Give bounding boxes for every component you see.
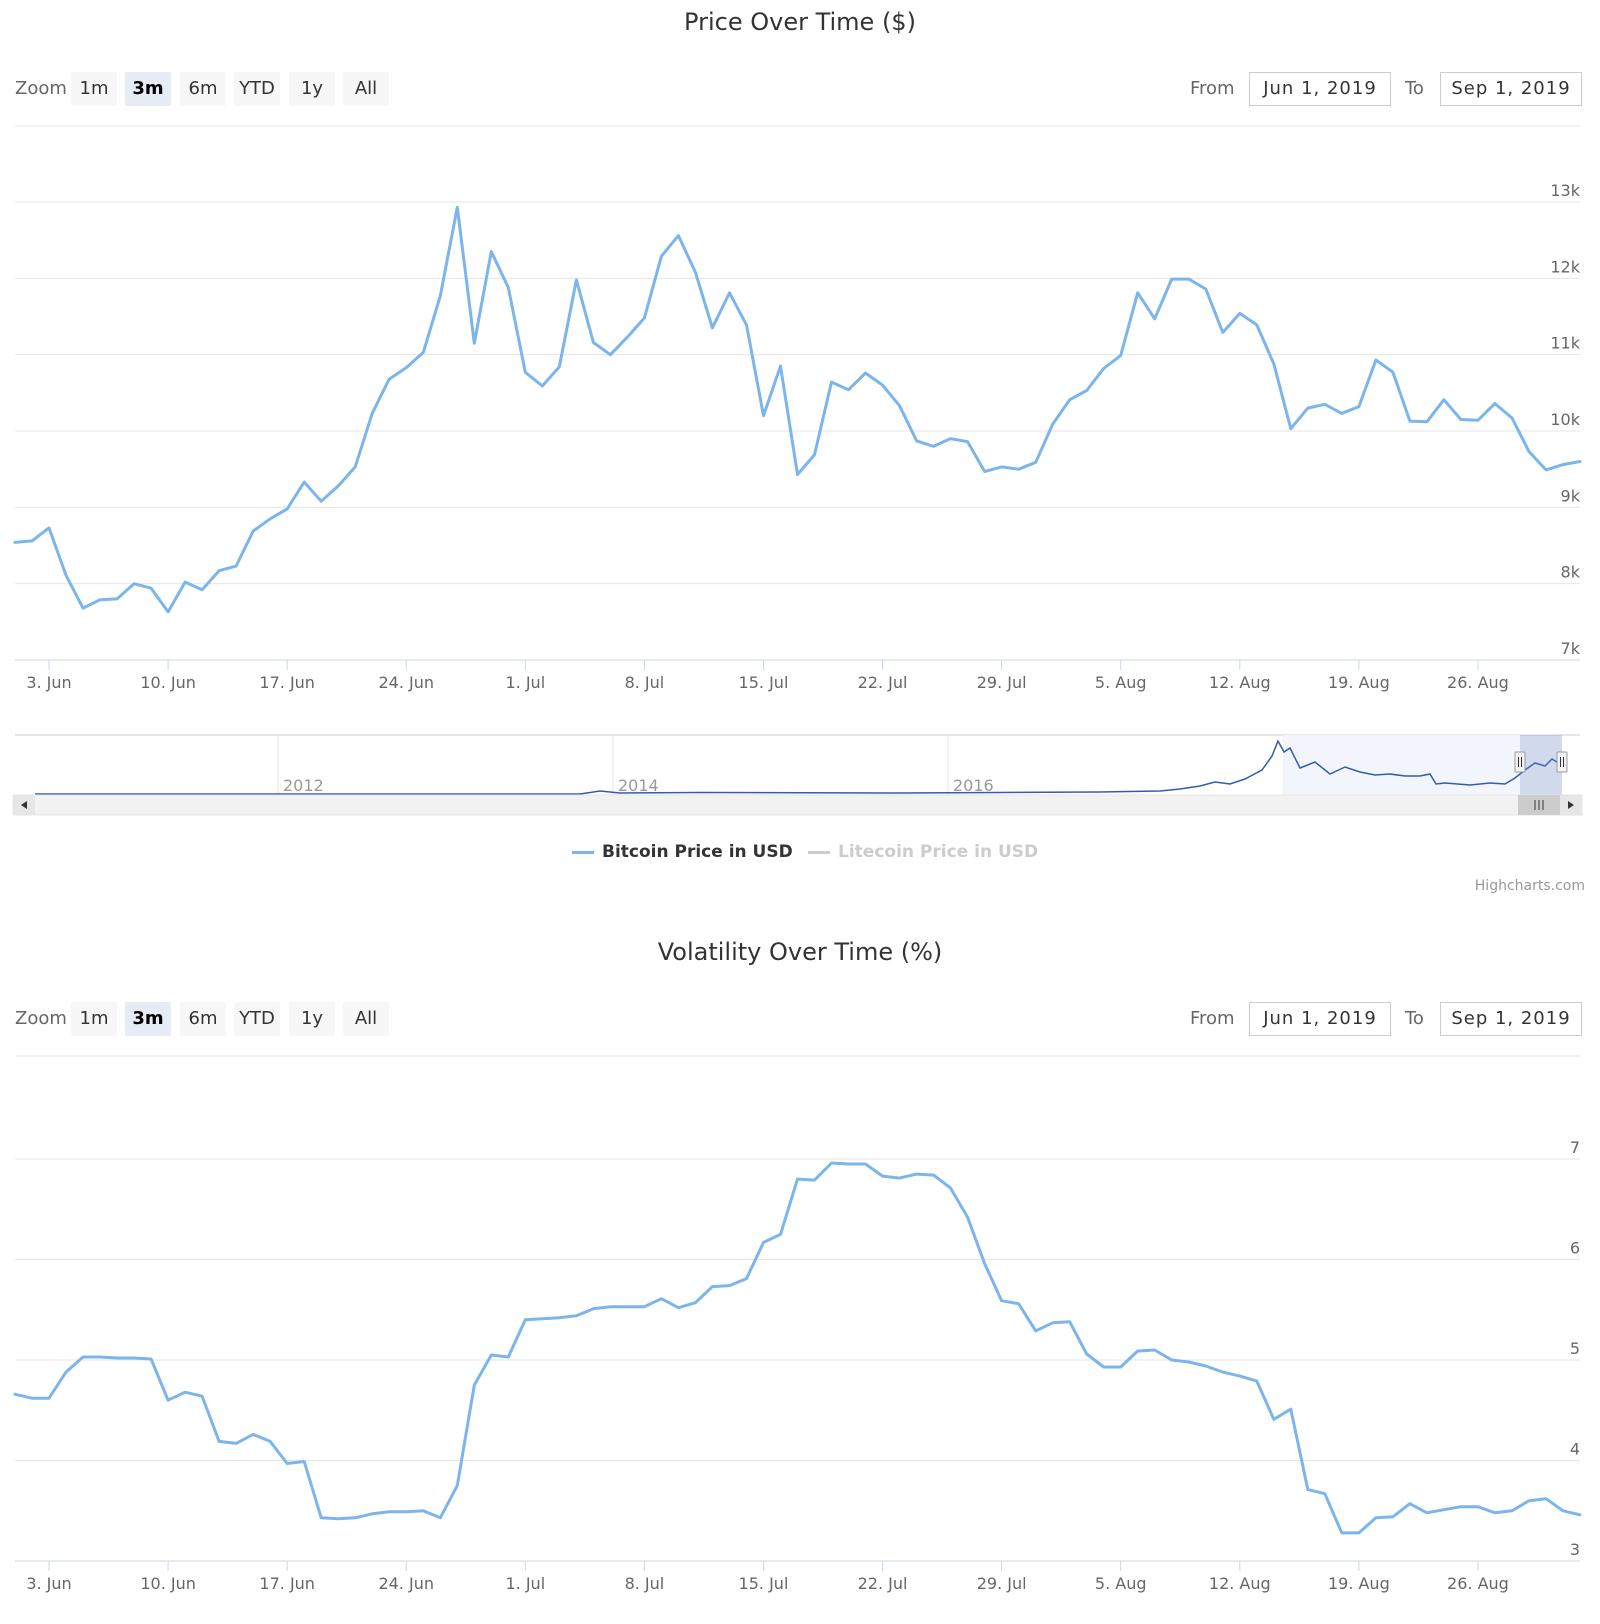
to-label: To — [1405, 78, 1424, 99]
from-label: From — [1190, 78, 1235, 99]
y-tick-label: 8k — [1561, 563, 1581, 582]
y-tick-label: 11k — [1550, 334, 1580, 353]
x-tick-label: 1. Jul — [505, 1574, 545, 1593]
x-tick-label: 15. Jul — [739, 673, 789, 692]
x-tick-label: 8. Jul — [625, 673, 665, 692]
x-tick-label: 17. Jun — [259, 673, 315, 692]
y-tick-label: 6 — [1570, 1239, 1580, 1258]
x-tick-label: 3. Jun — [26, 673, 71, 692]
zoom-6m-button[interactable]: 6m — [180, 72, 226, 106]
legend-litecoin-label: Litecoin Price in USD — [838, 842, 1039, 862]
x-tick-label: 10. Jun — [140, 1574, 196, 1593]
x-tick-label: 24. Jun — [378, 673, 434, 692]
zoom-1m-button[interactable]: 1m — [71, 1002, 117, 1036]
from-date-input[interactable]: Jun 1, 2019 — [1249, 1002, 1391, 1036]
handle-body — [1556, 751, 1568, 773]
x-tick-label: 29. Jul — [977, 1574, 1027, 1593]
zoom-1y-button[interactable]: 1y — [289, 1002, 335, 1036]
zoom-label: Zoom — [15, 1008, 67, 1029]
x-tick-label: 8. Jul — [625, 1574, 665, 1593]
to-date-input[interactable]: Sep 1, 2019 — [1440, 1002, 1582, 1036]
scrollbar-right-arrow-icon — [1568, 801, 1574, 809]
from-date-input[interactable]: Jun 1, 2019 — [1249, 72, 1391, 106]
y-tick-label: 7 — [1570, 1138, 1580, 1157]
legend-bitcoin-label: Bitcoin Price in USD — [602, 842, 793, 862]
x-tick-label: 22. Jul — [858, 1574, 908, 1593]
chart-title: Price Over Time ($) — [684, 8, 916, 36]
navigator-left-handle[interactable] — [1514, 751, 1526, 773]
y-tick-label: 12k — [1550, 257, 1580, 276]
x-tick-label: 26. Aug — [1447, 673, 1509, 692]
y-tick-label: 4 — [1570, 1440, 1580, 1459]
to-label: To — [1405, 1008, 1424, 1029]
navigator-series-line — [35, 739, 1567, 795]
x-tick-label: 5. Aug — [1095, 1574, 1147, 1593]
zoom-label: Zoom — [15, 78, 67, 99]
x-tick-label: 17. Jun — [259, 1574, 315, 1593]
y-tick-label: 10k — [1550, 410, 1580, 429]
y-tick-label: 9k — [1561, 486, 1581, 505]
y-tick-label: 7k — [1561, 639, 1581, 658]
navigator-right-handle[interactable] — [1556, 751, 1568, 773]
to-date-input[interactable]: Sep 1, 2019 — [1440, 72, 1582, 106]
x-tick-label: 12. Aug — [1209, 673, 1271, 692]
x-tick-label: 29. Jul — [977, 673, 1027, 692]
chart-title: Volatility Over Time (%) — [657, 938, 943, 966]
series-line — [13, 1161, 1582, 1535]
price-plot: 7k 8k 9k 10k 11k 12k 13k 3. Jun 10. Jun 17. Jun 24… — [12, 125, 1583, 816]
scrollbar-track[interactable] — [12, 794, 1583, 816]
x-tick-label: 1. Jul — [505, 673, 545, 692]
series-line — [13, 205, 1582, 614]
legend-bitcoin-marker — [572, 850, 594, 854]
zoom-all-button[interactable]: All — [343, 72, 389, 106]
navigator-year-label: 2016 — [953, 776, 994, 795]
x-tick-label: 12. Aug — [1209, 1574, 1271, 1593]
scrollbar-left-arrow-icon — [21, 801, 27, 809]
legend-bitcoin[interactable]: Bitcoin Price in USD — [572, 842, 793, 862]
volatility-chart: Volatility Over Time (%) Zoom 1m 3m 6m Y… — [0, 930, 1600, 1624]
zoom-6m-button[interactable]: 6m — [180, 1002, 226, 1036]
x-tick-label: 15. Jul — [739, 1574, 789, 1593]
x-tick-label: 10. Jun — [140, 673, 196, 692]
y-tick-label: 13k — [1550, 181, 1580, 200]
handle-body — [1514, 751, 1526, 773]
legend-litecoin-marker — [808, 850, 830, 854]
volatility-plot: 3 4 5 6 7 3. Jun 10. Jun 17. Jun 24. Jun 1. Jul 8.… — [13, 1055, 1582, 1593]
navigator-shade — [1284, 735, 1520, 795]
x-tick-label: 24. Jun — [378, 1574, 434, 1593]
zoom-3m-button[interactable]: 3m — [125, 72, 171, 106]
x-tick-label: 26. Aug — [1447, 1574, 1509, 1593]
zoom-all-button[interactable]: All — [343, 1002, 389, 1036]
y-tick-label: 3 — [1570, 1540, 1580, 1559]
zoom-1m-button[interactable]: 1m — [71, 72, 117, 106]
navigator-year-label: 2012 — [283, 776, 324, 795]
zoom-1y-button[interactable]: 1y — [289, 72, 335, 106]
zoom-ytd-button[interactable]: YTD — [234, 1002, 280, 1036]
zoom-ytd-button[interactable]: YTD — [234, 72, 280, 106]
legend-litecoin[interactable]: Litecoin Price in USD — [808, 842, 1038, 862]
credits-link[interactable]: Highcharts.com — [1474, 878, 1585, 894]
x-tick-label: 19. Aug — [1328, 673, 1390, 692]
x-tick-label: 5. Aug — [1095, 673, 1147, 692]
price-chart: Price Over Time ($) Zoom 1m 3m 6m YTD 1y… — [12, 8, 1585, 894]
y-tick-label: 5 — [1570, 1339, 1580, 1358]
x-tick-label: 3. Jun — [26, 1574, 71, 1593]
navigator-selection[interactable] — [1520, 735, 1562, 795]
zoom-3m-button[interactable]: 3m — [125, 1002, 171, 1036]
x-tick-label: 19. Aug — [1328, 1574, 1390, 1593]
from-label: From — [1190, 1008, 1235, 1029]
x-tick-label: 22. Jul — [858, 673, 908, 692]
navigator-year-label: 2014 — [618, 776, 659, 795]
